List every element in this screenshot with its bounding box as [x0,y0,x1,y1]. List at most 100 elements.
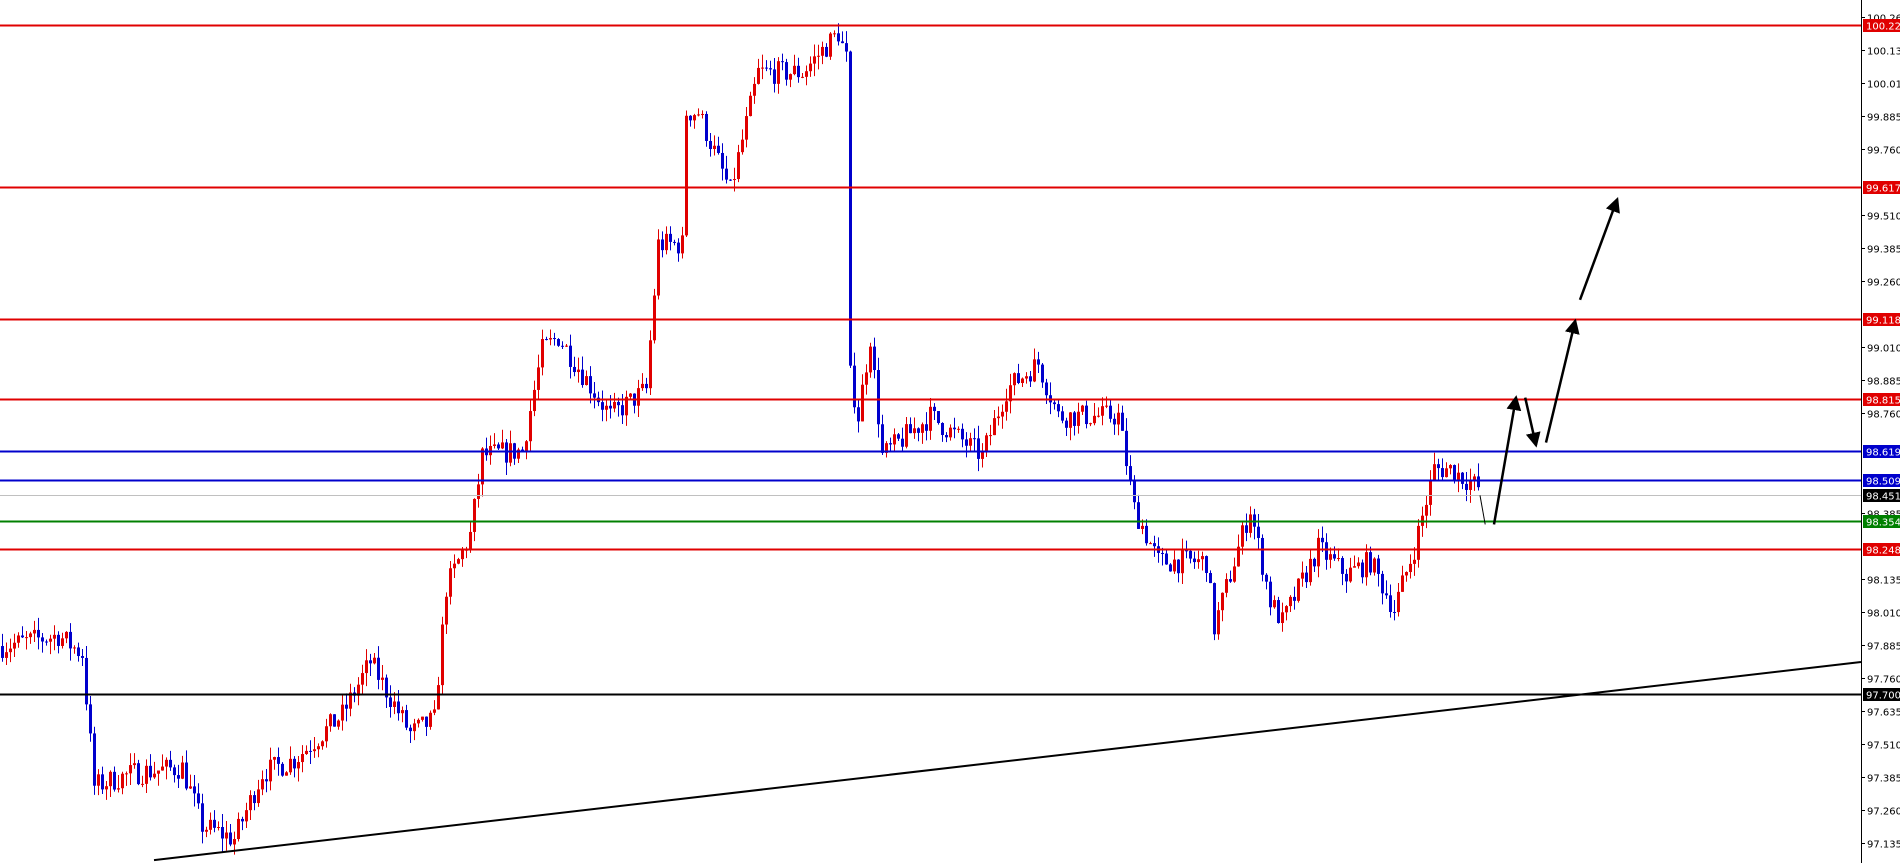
level-label-bg [1863,474,1900,487]
candle-body [1265,574,1268,582]
candle [681,226,684,259]
candle-body [925,424,928,431]
candle-body [1057,404,1060,412]
candle [1177,559,1180,583]
candle-body [197,793,200,804]
candle-body [765,67,768,69]
candle-body [245,810,248,822]
candle-body [657,239,660,296]
candle-body [809,63,812,72]
candle-body [1429,479,1432,505]
candle [325,718,328,748]
candle [337,719,340,730]
candle-body [1389,595,1392,613]
candle [845,31,848,62]
candle [49,634,52,655]
candle [1445,462,1448,478]
candle-body [873,346,876,371]
candle [1001,404,1004,429]
candle-body [457,559,460,564]
candle-body [165,759,168,767]
candle [1121,405,1124,431]
candle [809,56,812,77]
candle-body [1457,472,1460,482]
candle [1053,400,1056,410]
candle [1017,363,1020,385]
candle [1109,399,1112,423]
candle-body [945,435,948,438]
candle [1225,573,1228,598]
candle-body [1085,405,1088,425]
candle [277,747,280,776]
candle-body [1149,543,1152,545]
candle [413,718,416,741]
candle-body [1261,537,1264,575]
candle-body [321,741,324,747]
candle-body [697,114,700,116]
candle-body [329,714,332,727]
candle [373,652,376,665]
candle [1049,382,1052,415]
candle-body [973,438,976,440]
candle [113,766,116,792]
candle [193,775,196,807]
candle [617,397,620,417]
candle-body [889,443,892,445]
candle [645,377,648,394]
candle-body [1377,558,1380,574]
level-label: 99.617 [1863,181,1900,195]
candle [133,753,136,769]
candle [309,740,312,765]
candle [1193,551,1196,569]
candle-body [1161,552,1164,554]
candle-body [781,61,784,63]
candle-body [381,677,384,680]
candle [973,428,976,451]
candle [533,380,536,417]
candle [657,229,660,300]
candle-body [37,629,40,638]
level-label: 98.509 [1863,474,1900,488]
candle-body [1169,564,1172,572]
candle-body [369,660,372,664]
candle-body [469,531,472,550]
candle [769,60,772,76]
level-label-text: 98.509 [1866,477,1900,488]
candle [1349,557,1352,583]
candle [761,54,764,80]
candle-body [909,424,912,434]
candle-body [557,339,560,346]
candle-body [1009,385,1012,402]
level-label-bg [1863,445,1900,458]
candle-body [645,383,648,389]
candle [1145,519,1148,546]
candle-body [1113,418,1116,425]
candle [501,429,504,450]
candle-body [349,692,352,709]
candle-body [1041,364,1044,383]
candle-body [1385,593,1388,596]
candle [253,791,256,811]
projection-arrows [1479,197,1620,525]
candle [1013,372,1016,396]
candle [1405,571,1408,582]
candle [13,633,16,657]
candle [793,54,796,76]
candle-body [881,424,884,453]
candle [1221,592,1224,622]
candle-body [537,367,540,390]
candle-body [1301,572,1304,579]
candle [1253,508,1256,540]
candle-body [761,67,764,69]
projection-arrow [1492,395,1522,525]
projection-arrow [1544,318,1580,443]
candle-body [141,783,144,785]
candle-body [1473,476,1476,482]
candle [1465,472,1468,502]
candle-body [1333,554,1336,559]
candle [173,764,176,783]
tick-label: 97.135 [1867,840,1900,851]
candle-body [569,345,572,367]
candle [525,439,528,460]
